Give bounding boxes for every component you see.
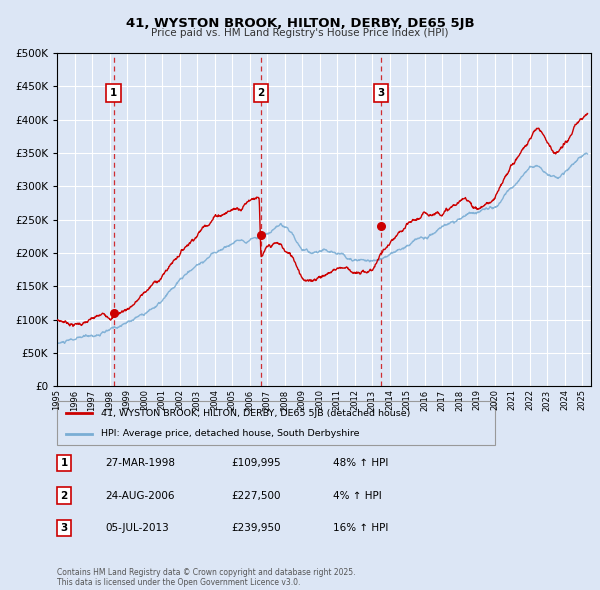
- Text: 2: 2: [61, 491, 68, 500]
- Text: 2024: 2024: [560, 389, 569, 411]
- Text: 2000: 2000: [140, 389, 149, 411]
- Text: 2012: 2012: [350, 389, 359, 411]
- Text: 2003: 2003: [193, 389, 202, 411]
- Text: 2020: 2020: [490, 389, 499, 411]
- Text: 4% ↑ HPI: 4% ↑ HPI: [333, 491, 382, 500]
- Text: 2015: 2015: [403, 389, 412, 411]
- Text: 2019: 2019: [473, 389, 482, 411]
- Text: 27-MAR-1998: 27-MAR-1998: [105, 458, 175, 468]
- Text: 2011: 2011: [332, 389, 341, 411]
- Text: 41, WYSTON BROOK, HILTON, DERBY, DE65 5JB: 41, WYSTON BROOK, HILTON, DERBY, DE65 5J…: [125, 17, 475, 30]
- Text: 2002: 2002: [175, 389, 184, 411]
- Text: 16% ↑ HPI: 16% ↑ HPI: [333, 523, 388, 533]
- Text: 2018: 2018: [455, 389, 464, 411]
- Text: 1997: 1997: [88, 389, 97, 411]
- Text: 48% ↑ HPI: 48% ↑ HPI: [333, 458, 388, 468]
- Text: 3: 3: [377, 88, 385, 98]
- Text: 2025: 2025: [578, 389, 587, 411]
- Text: 2009: 2009: [298, 389, 307, 411]
- Text: 1996: 1996: [70, 389, 79, 411]
- Text: 2006: 2006: [245, 389, 254, 411]
- Text: 2008: 2008: [280, 389, 289, 411]
- Text: 1999: 1999: [122, 389, 131, 411]
- Text: 1995: 1995: [53, 389, 62, 411]
- Text: 2013: 2013: [368, 389, 377, 411]
- Text: 05-JUL-2013: 05-JUL-2013: [105, 523, 169, 533]
- Text: 2004: 2004: [210, 389, 219, 411]
- Text: 2023: 2023: [543, 389, 552, 411]
- Text: £109,995: £109,995: [231, 458, 281, 468]
- Text: 2014: 2014: [385, 389, 394, 411]
- Text: 2017: 2017: [437, 389, 446, 411]
- Text: Contains HM Land Registry data © Crown copyright and database right 2025.
This d: Contains HM Land Registry data © Crown c…: [57, 568, 355, 587]
- Text: 3: 3: [61, 523, 68, 533]
- Text: 2: 2: [257, 88, 265, 98]
- Text: 2016: 2016: [420, 389, 429, 411]
- Text: 2007: 2007: [263, 389, 272, 411]
- Text: 2001: 2001: [158, 389, 167, 411]
- Text: 1: 1: [61, 458, 68, 468]
- Text: 2005: 2005: [227, 389, 236, 411]
- Text: 2010: 2010: [315, 389, 324, 411]
- Text: 1998: 1998: [105, 389, 114, 411]
- Text: 1: 1: [110, 88, 117, 98]
- Text: 24-AUG-2006: 24-AUG-2006: [105, 491, 175, 500]
- Text: £227,500: £227,500: [231, 491, 281, 500]
- Text: 2021: 2021: [508, 389, 517, 411]
- Text: 41, WYSTON BROOK, HILTON, DERBY, DE65 5JB (detached house): 41, WYSTON BROOK, HILTON, DERBY, DE65 5J…: [101, 409, 410, 418]
- Text: 2022: 2022: [525, 389, 534, 411]
- Text: HPI: Average price, detached house, South Derbyshire: HPI: Average price, detached house, Sout…: [101, 429, 359, 438]
- Text: £239,950: £239,950: [231, 523, 281, 533]
- Text: Price paid vs. HM Land Registry's House Price Index (HPI): Price paid vs. HM Land Registry's House …: [151, 28, 449, 38]
